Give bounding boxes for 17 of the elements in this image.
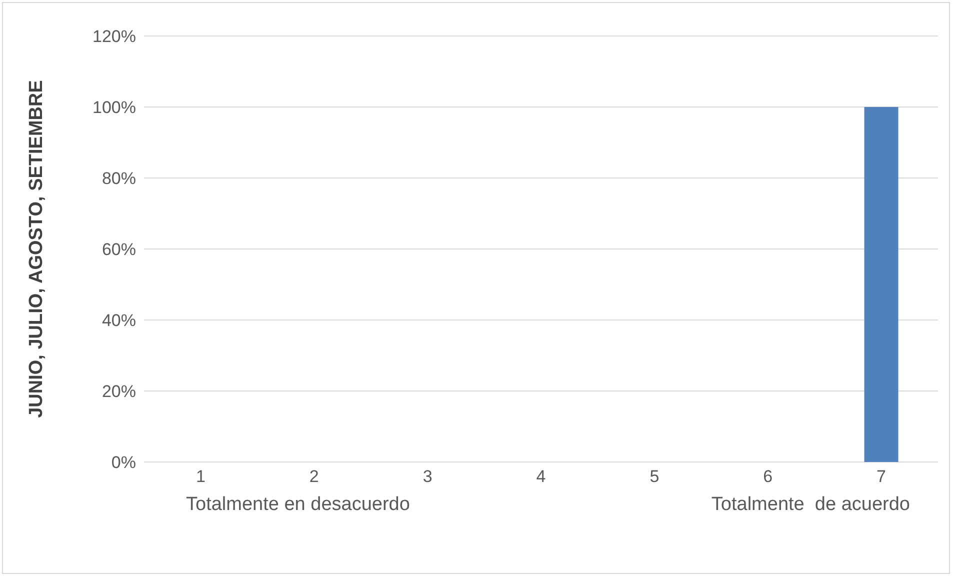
- x-tick-label: 2: [309, 467, 319, 486]
- y-tick-label: 80%: [102, 169, 136, 188]
- y-axis-title: JUNIO, JULIO, AGOSTO, SETIEMBRE: [26, 80, 48, 418]
- x-tick-label: 3: [422, 467, 432, 486]
- y-tick-label: 20%: [102, 382, 136, 402]
- text: Totalmente en desacuerdo: [186, 494, 410, 516]
- x-tick-label: 7: [876, 467, 886, 486]
- x-tick-label: 5: [650, 467, 660, 486]
- y-tick-label: 60%: [102, 240, 136, 260]
- text: Totalmente de acuerdo: [711, 494, 910, 516]
- y-tick-label: 120%: [92, 27, 136, 46]
- x-tick-label: 6: [763, 467, 773, 486]
- y-tick-label: 100%: [92, 98, 136, 118]
- y-tick-label: 0%: [111, 453, 136, 472]
- y-tick-label: 40%: [102, 311, 136, 330]
- x-tick-label: 4: [536, 467, 546, 486]
- x-tick-label: 1: [196, 467, 206, 486]
